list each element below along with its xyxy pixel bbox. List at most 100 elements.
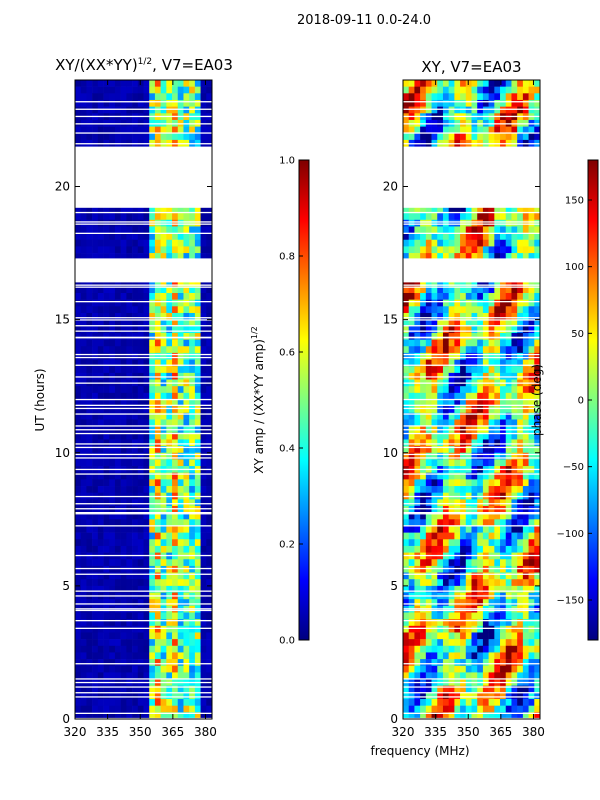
left-heatmap-cell [154, 366, 161, 374]
left-heatmap-cell [200, 506, 207, 513]
right-heatmap-cell [494, 572, 501, 580]
right-heatmap-cell [442, 126, 449, 134]
right-heatmap-cell [425, 412, 432, 420]
left-heatmap-cell [160, 133, 167, 141]
left-heatmap-cell [200, 213, 207, 221]
right-heatmap-cell [448, 126, 455, 134]
left-heatmap-cell [97, 213, 104, 221]
left-heatmap-cell [172, 312, 179, 320]
left-heatmap-cell [75, 286, 82, 294]
right-heatmap-cell [505, 599, 512, 607]
right-heatmap-cell [528, 539, 535, 547]
right-heatmap-cell [403, 705, 410, 713]
left-heatmap-cell [177, 86, 184, 94]
right-heatmap-cell [500, 226, 507, 234]
left-heatmap-cell [206, 406, 213, 414]
right-heatmap-cell [454, 499, 461, 507]
right-heatmap-cell [534, 572, 541, 580]
left-heatmap-cell [86, 233, 93, 241]
left-heatmap-cell [172, 599, 179, 607]
right-heatmap-cell [414, 93, 421, 101]
colorbar-tick-label: −50 [563, 462, 584, 473]
left-heatmap-cell [200, 392, 207, 400]
right-heatmap-cell [408, 93, 415, 101]
left-heatmap-cell [172, 619, 179, 627]
left-heatmap-cell [92, 319, 99, 327]
left-heatmap-cell [80, 359, 87, 367]
left-heatmap-cell [132, 439, 139, 447]
left-heatmap-cell [103, 452, 110, 460]
right-heatmap-cell [414, 572, 421, 580]
left-heatmap-cell [97, 659, 104, 667]
right-heatmap-cell [477, 585, 484, 593]
missing-sample-line [75, 508, 212, 510]
left-heatmap-cell [183, 419, 190, 427]
right-heatmap-cell [500, 406, 507, 414]
left-heatmap-cell [132, 312, 139, 320]
right-heatmap-cell [528, 399, 535, 407]
right-heatmap-cell [442, 692, 449, 700]
right-heatmap-cell [500, 452, 507, 460]
left-heatmap-cell [80, 306, 87, 314]
left-heatmap-cell [206, 279, 213, 287]
left-heatmap-cell [206, 486, 213, 493]
left-heatmap-cell [189, 579, 196, 587]
right-heatmap-cell [534, 545, 541, 553]
left-heatmap-cell [143, 99, 150, 107]
left-heatmap-cell [172, 645, 179, 653]
left-heatmap-cell [103, 506, 110, 513]
right-heatmap-cell [522, 93, 529, 101]
left-heatmap-cell [97, 532, 104, 540]
left-heatmap-cell [126, 326, 133, 334]
right-heatmap-cell [420, 286, 427, 294]
right-heatmap-cell [414, 253, 421, 261]
right-heatmap-cell [528, 80, 535, 87]
right-heatmap-cell [408, 106, 415, 114]
right-heatmap-cell [511, 506, 518, 513]
left-heatmap-cell [137, 226, 144, 234]
right-heatmap-cell [448, 645, 455, 653]
left-heatmap-cell [206, 439, 213, 447]
left-heatmap-cell [183, 659, 190, 667]
right-heatmap-cell [534, 519, 541, 527]
left-heatmap-cell [183, 206, 190, 214]
left-heatmap-cell [132, 712, 139, 720]
left-heatmap-cell [109, 246, 116, 254]
right-heatmap-cell [425, 645, 432, 653]
left-heatmap-cell [149, 93, 156, 101]
missing-sample-line [75, 330, 212, 332]
right-heatmap-cell [448, 659, 455, 667]
right-heatmap-cell [511, 233, 518, 241]
right-heatmap-cell [420, 659, 427, 667]
left-heatmap-cell [160, 226, 167, 234]
right-heatmap-cell [465, 126, 472, 134]
left-heatmap-cell [149, 699, 156, 706]
right-heatmap-cell [477, 399, 484, 407]
right-heatmap-cell [517, 625, 524, 633]
right-heatmap-cell [517, 339, 524, 347]
left-heatmap-cell [149, 565, 156, 573]
left-heatmap-cell [114, 585, 121, 593]
right-heatmap-cell [477, 412, 484, 420]
y-tick-label: 10 [383, 446, 398, 460]
right-heatmap-cell [534, 392, 541, 400]
right-heatmap-cell [414, 339, 421, 347]
right-heatmap-cell [522, 286, 529, 294]
left-heatmap-cell [109, 619, 116, 627]
right-heatmap-cell [488, 126, 495, 134]
left-heatmap-cell [86, 253, 93, 261]
left-heatmap-cell [189, 659, 196, 667]
missing-sample-line [403, 627, 540, 629]
right-heatmap-cell [403, 293, 410, 300]
right-heatmap-cell [414, 246, 421, 254]
left-heatmap-cell [114, 239, 121, 247]
left-heatmap-cell [120, 93, 127, 101]
left-heatmap-cell [114, 106, 121, 114]
right-heatmap-cell [471, 472, 478, 480]
right-heatmap-cell [534, 439, 541, 447]
right-heatmap-cell [454, 639, 461, 647]
right-heatmap-cell [448, 559, 455, 567]
left-heatmap-cell [154, 206, 161, 214]
right-heatmap-cell [488, 632, 495, 640]
